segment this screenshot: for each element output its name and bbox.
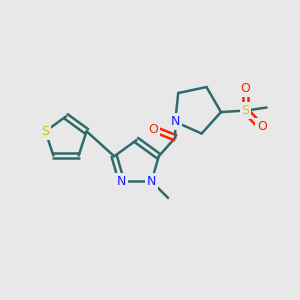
Text: N: N <box>147 175 156 188</box>
Text: O: O <box>148 123 158 136</box>
Text: S: S <box>41 125 50 138</box>
Text: S: S <box>242 104 250 117</box>
Text: N: N <box>117 175 126 188</box>
Text: N: N <box>170 115 180 128</box>
Text: O: O <box>257 120 267 133</box>
Text: O: O <box>241 82 250 95</box>
